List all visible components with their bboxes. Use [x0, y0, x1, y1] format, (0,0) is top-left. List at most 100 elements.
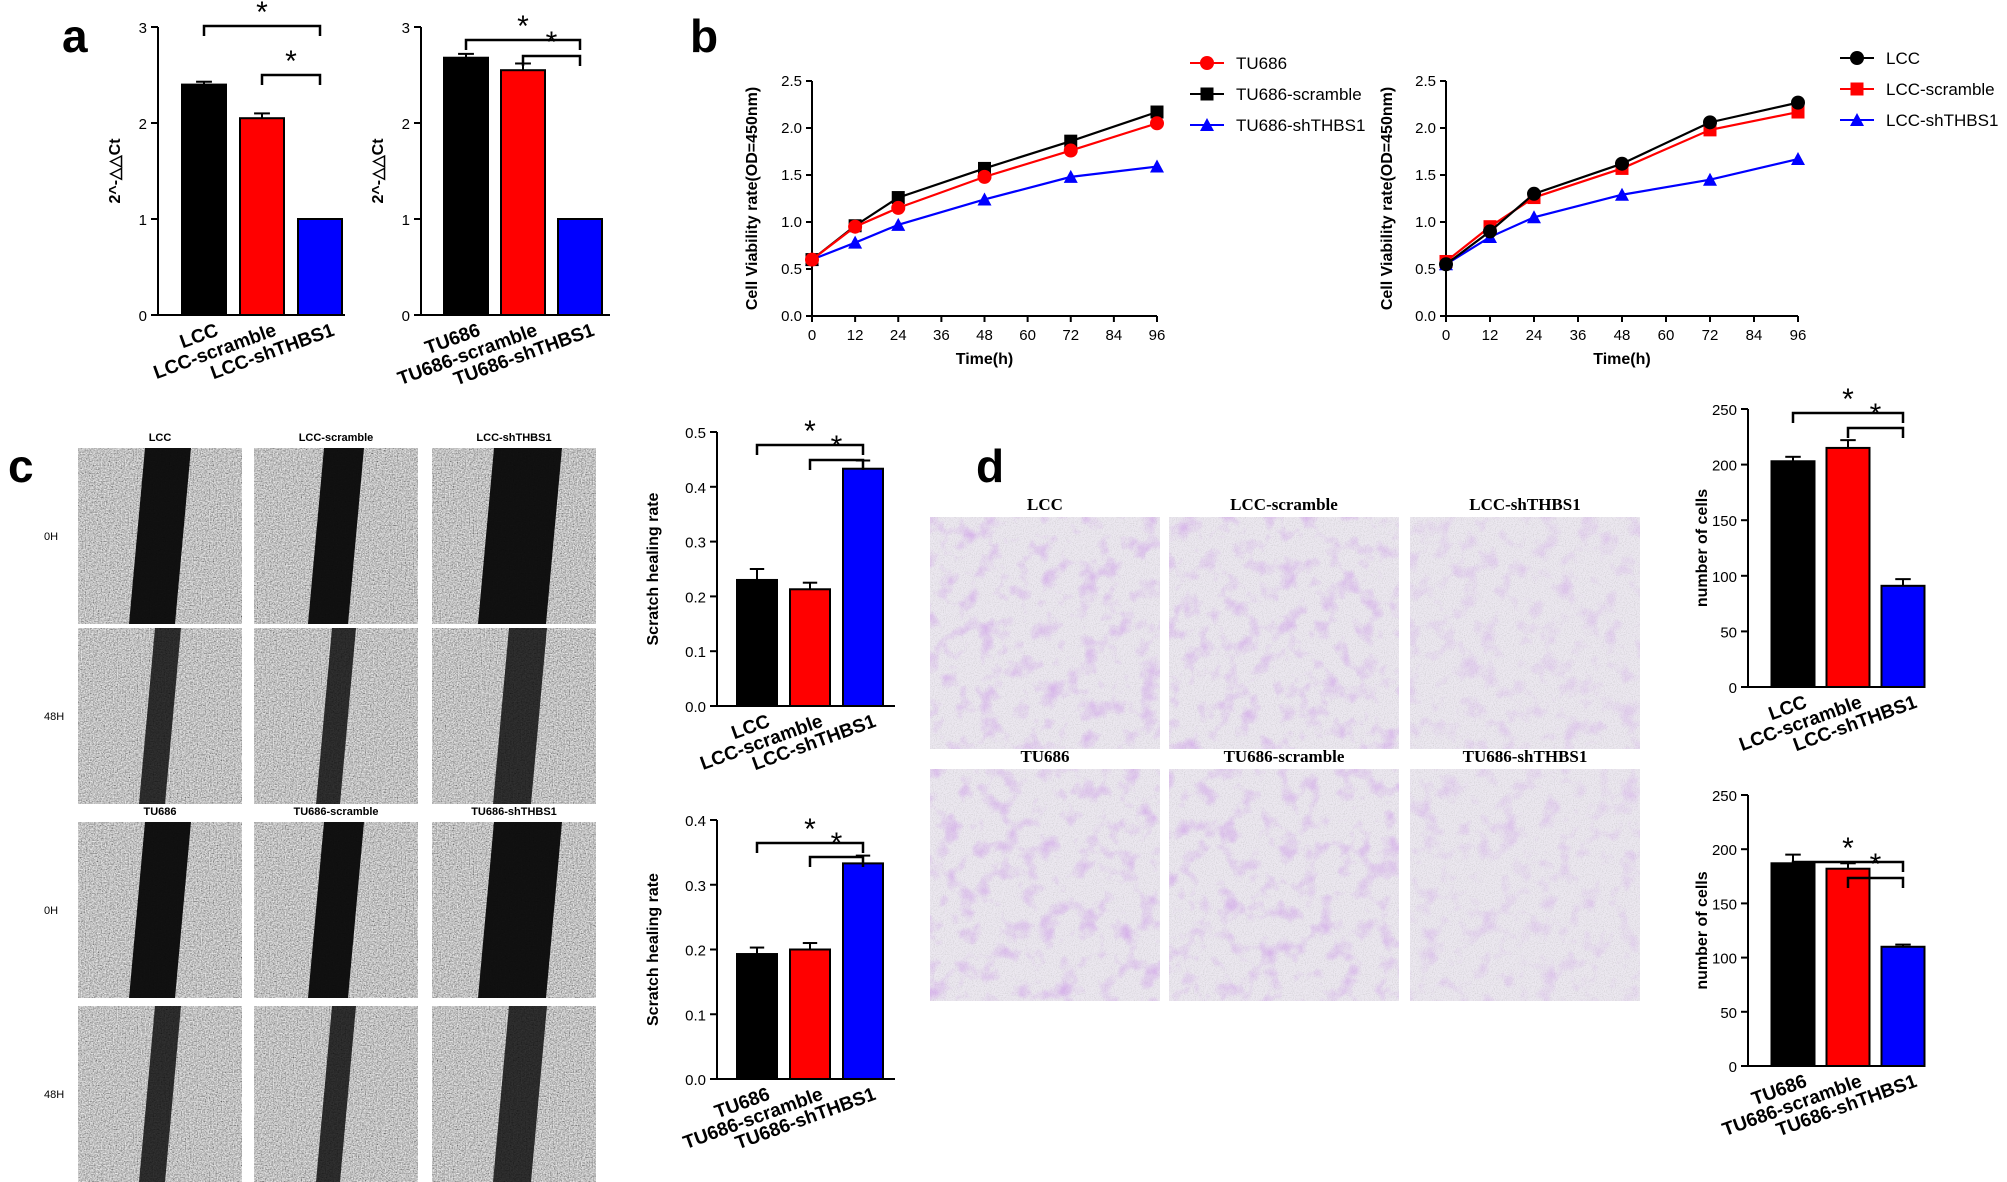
bar-TU686	[736, 953, 778, 1080]
significance-bracket-1	[1791, 860, 1905, 872]
wound-gap	[478, 448, 562, 624]
x-tick-label: 84	[1106, 327, 1123, 344]
x-tick-label: 0	[1442, 327, 1450, 344]
x-tick-label: 72	[1062, 327, 1079, 344]
y-tick-label: 0.2	[685, 943, 706, 960]
series-line-TU686-shTHBS1	[811, 165, 1158, 261]
legend-marker	[1850, 82, 1864, 96]
series-line-TU686	[811, 122, 1158, 261]
y-tick-label: 1.5	[1415, 167, 1436, 184]
y-tick-label: 2.5	[1415, 73, 1436, 90]
bar-TU686	[1770, 862, 1816, 1067]
series-line-TU686-scramble	[811, 110, 1158, 261]
legend-label: TU686	[1236, 54, 1287, 73]
data-point-LCC	[1703, 115, 1717, 130]
y-tick-label: 0.4	[685, 480, 706, 497]
data-point-TU686-shTHBS1	[977, 192, 992, 206]
y-tick-label: 100	[1712, 569, 1737, 586]
bar-LCC	[736, 578, 778, 708]
y-axis-label: Cell Viability rate(OD=450nm)	[744, 87, 761, 310]
y-tick-label: 1	[402, 212, 410, 229]
significance-star: *	[546, 26, 558, 59]
bar-LCC-shTHBS1	[842, 467, 884, 707]
legend-label: LCC-shTHBS1	[1886, 111, 1998, 130]
transwell-label: TU686-scramble	[1224, 747, 1345, 766]
y-tick-label: 2	[402, 116, 410, 133]
x-tick-label: 96	[1149, 327, 1166, 344]
transwell-label: LCC-scramble	[1230, 495, 1338, 514]
y-tick-label: 0.0	[1415, 308, 1436, 325]
transwell-cells	[930, 769, 1160, 1001]
significance-star: *	[804, 415, 816, 448]
x-tick-label: 72	[1702, 327, 1719, 344]
y-tick-label: 1.0	[1415, 214, 1436, 231]
row-label: 48H	[44, 1089, 64, 1101]
bar-TU686-scramble	[789, 948, 831, 1080]
wound-gap	[129, 822, 191, 998]
y-tick-label: 200	[1712, 842, 1737, 859]
row-label: 48H	[44, 711, 64, 723]
chart-b2-lcc-viability: 0.0 0.5 1.0 1.5 2.0 2.5 0 12 24 36 48 60 72 84 96 Time(…	[1379, 49, 1998, 368]
data-point-TU686-scramble	[1150, 105, 1164, 119]
y-axis-label: Scratch healing rate	[645, 492, 662, 645]
y-tick-label: 3	[139, 20, 147, 37]
panel-letter-d: d	[976, 440, 1004, 492]
row-label: 0H	[44, 531, 58, 543]
y-tick-label: 0.0	[685, 1072, 706, 1089]
wound-gap	[139, 1006, 181, 1182]
y-tick-label: 2.5	[781, 73, 802, 90]
data-point-TU686-scramble	[891, 191, 905, 205]
x-tick-label: 36	[933, 327, 950, 344]
data-point-TU686-shTHBS1	[848, 235, 863, 249]
significance-star: *	[256, 0, 268, 29]
chart-b1-tu686-viability: 0.0 0.5 1.0 1.5 2.0 2.5 0 12 24 36 48 60 72 84 96 Time(…	[744, 54, 1365, 368]
legend-marker	[1850, 113, 1864, 126]
transwell-cells	[930, 517, 1160, 749]
photo-column-label: LCC-shTHBS1	[476, 432, 551, 444]
photo-column-label: LCC	[149, 432, 172, 444]
significance-star: *	[1870, 848, 1882, 881]
y-tick-label: 250	[1712, 788, 1737, 805]
significance-bracket-2	[808, 855, 865, 867]
bar-TU686-scramble	[500, 69, 546, 316]
x-axis-label: Time(h)	[1593, 351, 1650, 368]
y-axis-label: Cell Viability rate(OD=450nm)	[1379, 87, 1396, 310]
y-axis-label: 2^-△△Ct	[107, 138, 124, 204]
y-tick-label: 1.0	[781, 214, 802, 231]
bar-LCC-shTHBS1	[1880, 584, 1926, 688]
panel-letter-a: a	[62, 10, 88, 62]
wound-healing-photos: 0H 48H 0H 48H LCC LCC-scramble LCC-shTHBS1 TU68…	[44, 432, 596, 1182]
wound-gap	[129, 448, 191, 624]
y-tick-label: 100	[1712, 951, 1737, 968]
photo-column-label: TU686-scramble	[294, 806, 379, 818]
data-point-TU686	[977, 169, 992, 184]
bar-TU686	[443, 56, 489, 316]
y-tick-label: 1.5	[781, 167, 802, 184]
bar-TU686-shTHBS1	[557, 218, 603, 316]
y-axis-label: 2^-△△Ct	[370, 138, 387, 204]
x-tick-label: 84	[1746, 327, 1763, 344]
x-tick-label: 24	[890, 327, 907, 344]
significance-star: *	[831, 430, 843, 463]
transwell-cells	[1410, 517, 1640, 749]
data-point-LCC-shTHBS1	[1791, 152, 1805, 166]
y-axis-label: Scratch healing rate	[645, 873, 662, 1026]
legend-label: TU686-scramble	[1236, 85, 1362, 104]
y-tick-label: 0.3	[685, 535, 706, 552]
significance-bracket-1	[464, 38, 582, 50]
significance-bracket-2	[1846, 426, 1905, 438]
y-tick-label: 200	[1712, 458, 1737, 475]
data-point-TU686-shTHBS1	[1063, 169, 1078, 183]
legend-label: LCC	[1886, 49, 1920, 68]
row-label: 0H	[44, 905, 58, 917]
significance-star: *	[1842, 832, 1854, 865]
wound-gap	[493, 1006, 547, 1182]
x-tick-label: 48	[1614, 327, 1631, 344]
y-tick-label: 1	[139, 212, 147, 229]
data-point-TU686	[805, 252, 819, 267]
